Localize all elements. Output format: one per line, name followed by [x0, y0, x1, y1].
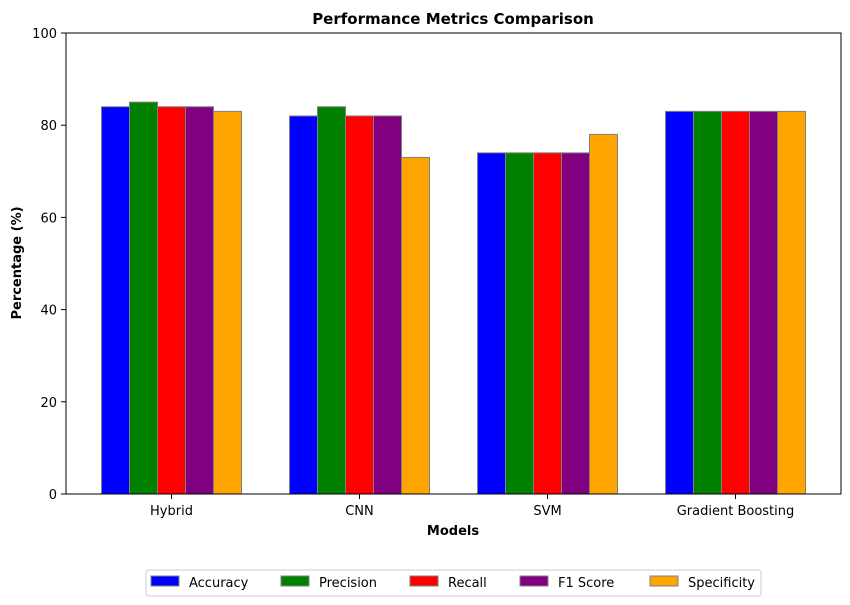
bar-accuracy-gradient-boosting [665, 110, 694, 495]
x-axis-label: Models [427, 524, 479, 539]
bar-precision-hybrid [129, 101, 158, 495]
plot-frame [65, 32, 842, 495]
chart-title: Performance Metrics Comparison [312, 10, 594, 28]
bar-f1-score-gradient-boosting [749, 110, 778, 495]
y-tick-label: 100 [32, 27, 57, 42]
legend-swatch-f1-score [519, 575, 549, 587]
bar-specificity-gradient-boosting [777, 110, 806, 495]
y-tick-label: 60 [40, 211, 57, 226]
bar-precision-cnn [317, 106, 346, 495]
bar-recall-cnn [345, 115, 374, 495]
bar-accuracy-hybrid [101, 106, 130, 495]
bar-specificity-svm [589, 133, 618, 495]
legend-label-recall: Recall [448, 576, 487, 591]
bar-f1-score-svm [561, 152, 590, 495]
legend-label-f1-score: F1 Score [558, 576, 614, 591]
bar-specificity-hybrid [213, 110, 242, 495]
bar-precision-svm [505, 152, 534, 495]
x-tick-label: SVM [533, 504, 561, 519]
y-tick-label: 40 [40, 304, 57, 319]
bar-f1-score-hybrid [185, 106, 214, 495]
legend-label-specificity: Specificity [688, 576, 755, 591]
bars-group [101, 101, 806, 495]
legend: Accuracy Precision Recall F1 Score Specifici… [145, 569, 762, 597]
legend-swatch-precision [280, 575, 310, 587]
legend-swatch-accuracy [150, 575, 180, 587]
legend-swatch-recall [409, 575, 439, 587]
y-tick-label: 20 [40, 396, 57, 411]
y-axis-label: Percentage (%) [10, 206, 25, 319]
y-tick-label: 80 [40, 119, 57, 134]
x-tick-label: CNN [345, 504, 374, 519]
y-axis: 0 20 40 60 80 100 [32, 27, 66, 503]
legend-label-precision: Precision [319, 576, 377, 591]
bar-recall-hybrid [157, 106, 186, 495]
x-axis: Hybrid CNN SVM Gradient Boosting [150, 494, 794, 519]
bar-precision-gradient-boosting [693, 110, 722, 495]
x-tick-label: Gradient Boosting [677, 504, 795, 519]
bar-recall-svm [533, 152, 562, 495]
bar-recall-gradient-boosting [721, 110, 750, 495]
bar-specificity-cnn [401, 156, 430, 495]
legend-label-accuracy: Accuracy [189, 576, 249, 591]
y-tick-label: 0 [49, 488, 57, 503]
x-tick-label: Hybrid [150, 504, 193, 519]
legend-swatch-specificity [649, 575, 679, 587]
bar-accuracy-cnn [289, 115, 318, 495]
bar-accuracy-svm [477, 152, 506, 495]
bar-f1-score-cnn [373, 115, 402, 495]
